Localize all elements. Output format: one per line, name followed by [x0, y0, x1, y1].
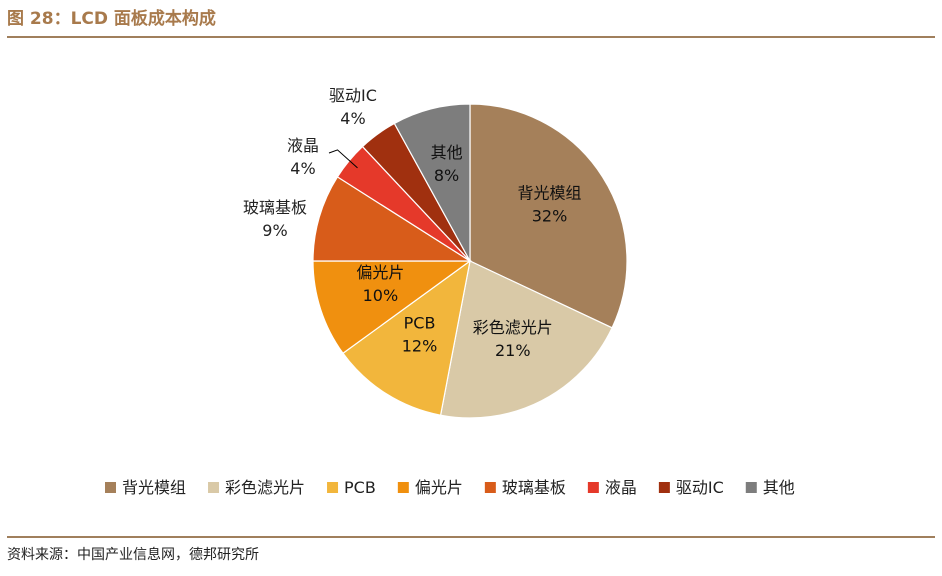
slice-6-value-label: 4% — [290, 159, 315, 178]
slice-1-wedge — [469, 103, 628, 329]
slice-6-legend-swatch — [587, 482, 599, 493]
slice-3-value-label: 12% — [402, 337, 438, 356]
slice-1-value-label: 32% — [532, 207, 568, 226]
slice-8-value-label: 8% — [434, 166, 459, 185]
slice-1-legend-label: 背光模组 — [122, 478, 186, 497]
slice-3-wedge — [342, 259, 471, 416]
slice-5-legend-swatch — [484, 482, 496, 493]
slice-5-legend-label: 玻璃基板 — [502, 478, 566, 497]
slice-4-wedge — [312, 260, 472, 355]
slice-3-legend-swatch — [327, 482, 339, 493]
slice-7-label: 驱动IC — [329, 86, 377, 105]
slice-4-value-label: 10% — [363, 286, 399, 305]
slice-8-legend-swatch — [745, 482, 757, 493]
slice-7-legend-label: 驱动IC — [676, 478, 724, 497]
slice-6-leader-line — [328, 149, 358, 169]
top-divider — [7, 36, 935, 38]
slice-5-value-label: 9% — [262, 221, 287, 240]
slice-8-label: 其他 — [431, 143, 463, 162]
slice-1-label: 背光模组 — [518, 184, 582, 203]
slice-6-legend-label: 液晶 — [605, 478, 637, 497]
slice-2-legend-swatch — [208, 482, 220, 493]
slice-3-label: PCB — [404, 314, 436, 333]
figure-title: 图 28：LCD 面板成本构成 — [7, 9, 216, 29]
slice-2-legend-label: 彩色滤光片 — [225, 478, 305, 497]
slice-8-legend-label: 其他 — [763, 478, 795, 497]
slice-7-legend-swatch — [658, 482, 670, 493]
slice-8-wedge — [393, 103, 471, 262]
slice-2-wedge — [439, 260, 613, 419]
slice-5-label: 玻璃基板 — [243, 198, 307, 217]
slice-3-legend-label: PCB — [344, 478, 376, 497]
slice-5-wedge — [312, 176, 473, 262]
bottom-divider — [7, 536, 935, 538]
slice-7-value-label: 4% — [340, 109, 365, 128]
slice-2-label: 彩色滤光片 — [473, 318, 553, 337]
slice-1-legend-swatch — [105, 482, 116, 493]
slice-4-legend-label: 偏光片 — [415, 478, 463, 497]
slice-4-legend-swatch — [397, 482, 409, 493]
slice-2-value-label: 21% — [495, 341, 531, 360]
slice-4-label: 偏光片 — [356, 263, 404, 282]
slice-6-label: 液晶 — [287, 136, 319, 155]
source-note: 资料来源：中国产业信息网，德邦研究所 — [7, 547, 259, 563]
